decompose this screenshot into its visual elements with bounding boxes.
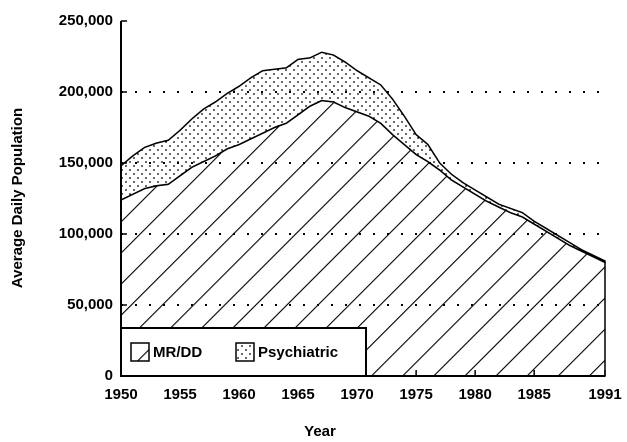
legend-label: MR/DD (153, 344, 202, 361)
legend-swatch (130, 342, 150, 362)
legend-box (120, 327, 367, 377)
x-axis-label: Year (304, 423, 336, 440)
x-tick-label: 1965 (281, 386, 314, 403)
area (120, 51, 606, 264)
x-tick-label: 1991 (588, 386, 621, 403)
y-tick-label: 200,000 (59, 83, 113, 100)
y-tick-label: 50,000 (67, 296, 113, 313)
x-tick-label: 1985 (517, 386, 550, 403)
x-tick-label: 1970 (340, 386, 373, 403)
x-tick-label: 1980 (458, 386, 491, 403)
y-tick-label: 100,000 (59, 225, 113, 242)
x-tick-label: 1955 (163, 386, 196, 403)
x-tick-label: 1975 (399, 386, 432, 403)
x-tick-label: 1950 (104, 386, 137, 403)
legend-label: Psychiatric (258, 344, 338, 361)
x-tick-label: 1960 (222, 386, 255, 403)
legend-swatch (235, 342, 255, 362)
y-tick-label: 250,000 (59, 12, 113, 29)
y-tick-label: 0 (105, 367, 113, 384)
y-axis-label: Average Daily Population (9, 108, 26, 288)
y-tick-label: 150,000 (59, 154, 113, 171)
